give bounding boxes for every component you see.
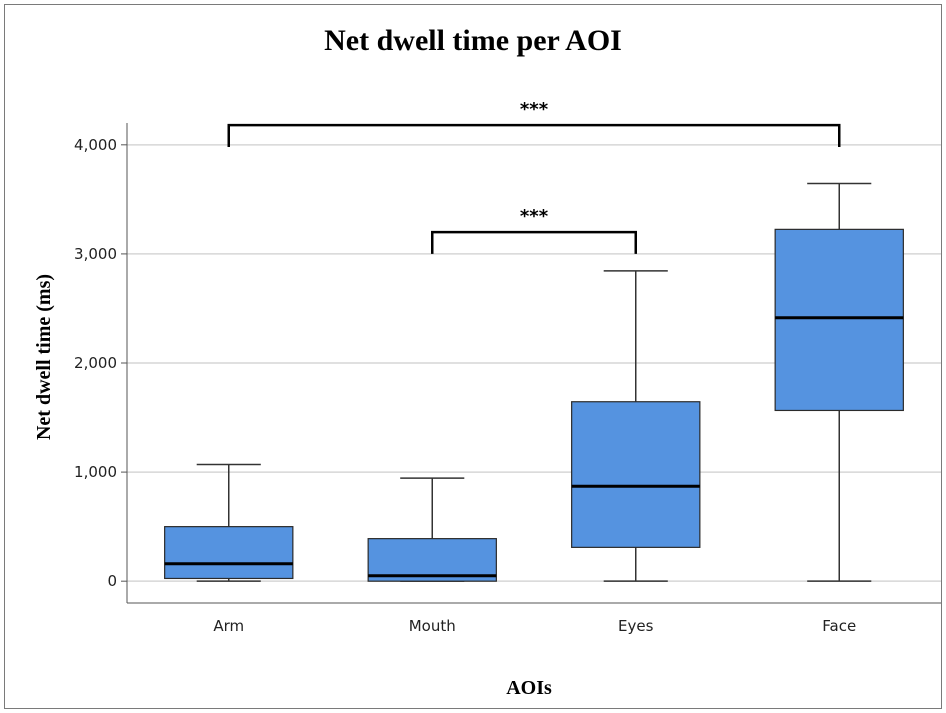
box-face (774, 182, 904, 582)
iqr-box (164, 526, 294, 580)
iqr-box (571, 401, 701, 548)
iqr-box (774, 228, 904, 412)
y-tick-label: 2,000 (74, 354, 117, 372)
significance-bracket: *** (431, 206, 637, 254)
box-arm (164, 463, 294, 582)
iqr-box (367, 538, 497, 582)
bracket-line (227, 123, 841, 147)
significance-bracket: *** (227, 99, 841, 147)
tick-labels: 0 1,000 2,000 3,000 4,000 Arm Mouth Eyes Face (74, 136, 856, 635)
y-axis-title: Net dwell time (ms) (33, 274, 55, 440)
y-tick-label: 1,000 (74, 463, 117, 481)
x-tick-label: Arm (213, 617, 244, 635)
y-tick-label: 4,000 (74, 136, 117, 154)
x-tick-label: Face (822, 617, 856, 635)
box-plot-chart: Net dwell time per AOI Net dwell time (m… (33, 24, 941, 699)
chart-frame: Net dwell time per AOI Net dwell time (m… (4, 4, 942, 709)
y-tick-label: 3,000 (74, 245, 117, 263)
box-eyes (571, 270, 701, 582)
x-tick-label: Mouth (409, 617, 456, 635)
chart-title: Net dwell time per AOI (324, 24, 622, 57)
significance-label: *** (520, 99, 549, 120)
bracket-line (431, 230, 637, 254)
box-mouth (367, 477, 497, 582)
significance-annotations: *** *** (227, 99, 841, 254)
significance-label: *** (520, 206, 549, 227)
boxes (164, 182, 904, 582)
axes (121, 123, 941, 604)
x-axis-title: AOIs (506, 677, 552, 699)
y-tick-label: 0 (107, 572, 117, 590)
x-tick-label: Eyes (618, 617, 654, 635)
